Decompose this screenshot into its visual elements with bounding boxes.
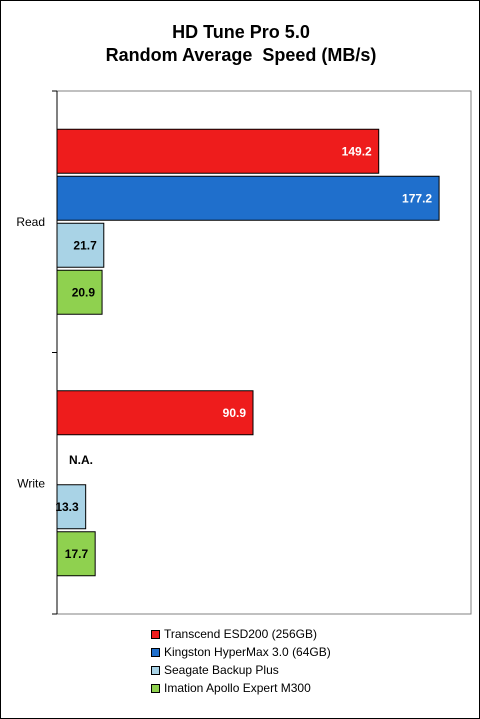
data-label: 177.2 xyxy=(402,191,432,205)
bar xyxy=(56,484,87,530)
legend-label: Seagate Backup Plus xyxy=(164,663,279,677)
bar xyxy=(56,175,440,221)
chart-title: HD Tune Pro 5.0 xyxy=(172,22,310,42)
legend-swatch xyxy=(151,683,160,693)
category-label-write: Write xyxy=(17,476,45,490)
data-label: 21.7 xyxy=(73,238,97,252)
legend-item: Kingston HyperMax 3.0 (64GB) xyxy=(151,643,331,661)
legend-item: Transcend ESD200 (256GB) xyxy=(151,625,331,643)
category-label-read: Read xyxy=(16,215,45,229)
data-label: 13.3 xyxy=(55,500,79,514)
chart-title-block: HD Tune Pro 5.0 Random Average Speed (MB… xyxy=(1,21,480,67)
legend-swatch xyxy=(151,665,160,675)
bar xyxy=(56,531,96,577)
bar xyxy=(56,128,380,174)
legend-item: Seagate Backup Plus xyxy=(151,661,331,679)
data-label: 17.7 xyxy=(65,547,89,561)
legend-label: Imation Apollo Expert M300 xyxy=(164,681,311,695)
data-label: 20.9 xyxy=(72,285,96,299)
legend-swatch xyxy=(151,629,160,639)
legend-label: Transcend ESD200 (256GB) xyxy=(164,627,317,641)
legend-swatch xyxy=(151,647,160,657)
legend-item: Imation Apollo Expert M300 xyxy=(151,679,331,697)
legend-label: Kingston HyperMax 3.0 (64GB) xyxy=(164,645,331,659)
bar xyxy=(56,269,103,315)
chart-subtitle: Random Average Speed (MB/s) xyxy=(105,45,377,65)
data-label: 149.2 xyxy=(342,144,372,158)
chart-legend: Transcend ESD200 (256GB) Kingston HyperMa… xyxy=(151,625,331,697)
data-label: 90.9 xyxy=(223,406,247,420)
data-label: N.A. xyxy=(69,453,93,467)
bar xyxy=(56,390,254,436)
bar xyxy=(56,222,105,268)
